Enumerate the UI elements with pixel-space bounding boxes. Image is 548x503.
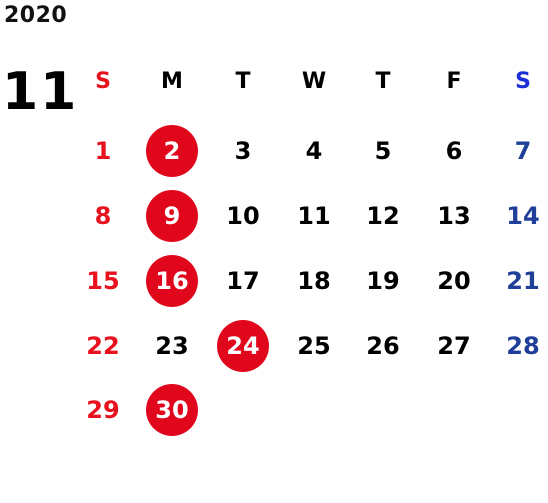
weekday-header-wed: W [301, 68, 327, 94]
day-cell-7[interactable]: 7 [514, 137, 532, 165]
weekday-header-mon: M [161, 68, 183, 94]
day-cell-17[interactable]: 17 [226, 267, 260, 295]
day-cell-3[interactable]: 3 [234, 137, 252, 165]
month-number: 11 [2, 62, 79, 122]
weekday-header-sat: S [515, 68, 531, 94]
day-cell-22[interactable]: 22 [86, 332, 120, 360]
weekday-header-tue: T [235, 68, 251, 94]
day-cell-8[interactable]: 8 [94, 202, 112, 230]
day-cell-28[interactable]: 28 [506, 332, 540, 360]
day-cell-21[interactable]: 21 [506, 267, 540, 295]
day-cell-23[interactable]: 23 [155, 332, 189, 360]
day-cell-18[interactable]: 18 [297, 267, 331, 295]
day-cell-29[interactable]: 29 [86, 396, 120, 424]
highlighted-day-30[interactable]: 30 [146, 384, 198, 436]
day-cell-26[interactable]: 26 [366, 332, 400, 360]
day-cell-13[interactable]: 13 [437, 202, 471, 230]
day-cell-14[interactable]: 14 [506, 202, 540, 230]
day-cell-4[interactable]: 4 [305, 137, 323, 165]
day-cell-1[interactable]: 1 [94, 137, 112, 165]
day-cell-11[interactable]: 11 [297, 202, 331, 230]
day-cell-20[interactable]: 20 [437, 267, 471, 295]
highlighted-day-24[interactable]: 24 [217, 320, 269, 372]
day-cell-10[interactable]: 10 [226, 202, 260, 230]
weekday-header-sun: S [95, 68, 111, 94]
highlighted-day-2[interactable]: 2 [146, 125, 198, 177]
day-cell-15[interactable]: 15 [86, 267, 120, 295]
year-label: 2020 [4, 3, 68, 28]
day-cell-12[interactable]: 12 [366, 202, 400, 230]
day-cell-6[interactable]: 6 [445, 137, 463, 165]
weekday-header-fri: F [446, 68, 462, 94]
highlighted-day-16[interactable]: 16 [146, 255, 198, 307]
highlighted-day-9[interactable]: 9 [146, 190, 198, 242]
weekday-header-thu: T [375, 68, 391, 94]
day-cell-5[interactable]: 5 [374, 137, 392, 165]
day-cell-25[interactable]: 25 [297, 332, 331, 360]
day-cell-27[interactable]: 27 [437, 332, 471, 360]
day-cell-19[interactable]: 19 [366, 267, 400, 295]
